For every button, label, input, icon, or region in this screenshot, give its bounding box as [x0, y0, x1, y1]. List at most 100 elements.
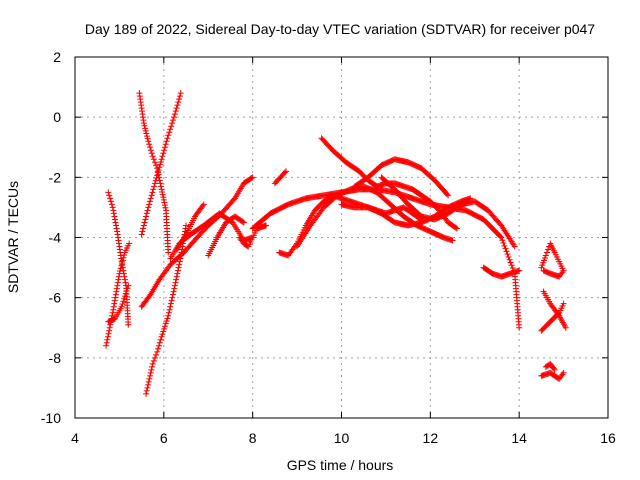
data-point: [126, 240, 133, 247]
data-point: [503, 248, 510, 255]
data-point: [168, 297, 175, 304]
data-point: [169, 291, 176, 298]
data-point: [112, 219, 119, 226]
x-tick-label: 8: [249, 430, 257, 446]
data-point: [156, 339, 163, 346]
data-point: [183, 222, 190, 229]
data-point: [169, 120, 176, 127]
data-point: [249, 174, 256, 181]
data-point: [555, 311, 562, 318]
data-point: [121, 252, 128, 259]
data-point: [161, 199, 168, 206]
data-point: [176, 93, 183, 100]
data-point: [115, 276, 122, 283]
data-point: [139, 228, 146, 235]
data-point: [550, 365, 557, 372]
data-point: [140, 222, 147, 229]
data-point: [117, 265, 124, 272]
data-point: [154, 348, 161, 355]
data-point: [160, 194, 167, 201]
y-tick-label: 0: [53, 109, 61, 125]
data-points: [103, 90, 569, 397]
data-point: [142, 125, 149, 132]
data-point: [161, 323, 168, 330]
series-track-e: [138, 90, 184, 238]
data-point: [175, 99, 182, 106]
data-point: [157, 336, 164, 343]
data-point: [163, 317, 170, 324]
series-track-i: [174, 201, 207, 253]
series-track-m: [271, 168, 289, 187]
data-point: [111, 297, 118, 304]
series-track-p: [318, 135, 460, 232]
data-point: [199, 202, 206, 209]
data-point: [170, 117, 177, 124]
data-point: [149, 189, 156, 196]
data-point: [105, 189, 112, 196]
series-track-y: [542, 360, 558, 373]
data-point: [248, 175, 255, 182]
data-point: [104, 333, 111, 340]
data-point: [541, 268, 548, 275]
data-point: [145, 204, 152, 211]
data-point: [144, 133, 151, 140]
data-point: [281, 169, 288, 176]
data-point: [146, 141, 153, 148]
data-point: [156, 164, 163, 171]
data-point: [150, 156, 157, 163]
data-point: [239, 218, 246, 225]
data-point: [148, 150, 155, 157]
data-point: [151, 354, 158, 361]
data-point: [161, 144, 168, 151]
data-point: [143, 210, 150, 217]
data-point: [453, 225, 460, 232]
data-point: [104, 336, 111, 343]
data-point: [174, 267, 181, 274]
data-point: [501, 242, 508, 249]
data-point: [161, 147, 168, 154]
data-point: [172, 108, 179, 115]
y-tick-label: -10: [41, 410, 61, 426]
series-track-u: [538, 240, 567, 280]
data-point: [113, 288, 120, 295]
data-point: [110, 303, 117, 310]
data-point: [149, 363, 156, 370]
data-point: [176, 96, 183, 103]
data-point: [114, 282, 121, 289]
data-point: [160, 150, 167, 157]
data-point: [115, 273, 122, 280]
data-point: [165, 132, 172, 139]
data-point: [122, 290, 129, 297]
data-point: [560, 300, 567, 307]
data-point: [145, 381, 152, 388]
data-point: [164, 135, 171, 142]
data-point: [140, 120, 147, 127]
data-point: [166, 129, 173, 136]
data-point: [542, 252, 549, 259]
data-point: [449, 237, 456, 244]
x-tick-label: 12: [423, 430, 439, 446]
data-point: [147, 369, 154, 376]
data-point: [158, 333, 165, 340]
data-point: [171, 111, 178, 118]
data-point: [122, 279, 129, 286]
data-point: [143, 390, 150, 397]
data-point: [109, 309, 116, 316]
data-point: [174, 270, 181, 277]
data-point: [155, 345, 162, 352]
data-point: [167, 300, 174, 307]
data-point: [562, 324, 569, 331]
y-tick-label: -8: [49, 350, 62, 366]
data-point: [167, 126, 174, 133]
data-point: [110, 207, 117, 214]
data-point: [498, 234, 505, 241]
x-tick-label: 16: [600, 430, 616, 446]
data-point: [161, 325, 168, 332]
data-point: [119, 257, 126, 264]
data-point: [142, 216, 149, 223]
data-point: [121, 276, 128, 283]
data-point: [282, 168, 289, 175]
data-point: [146, 375, 153, 382]
y-tick-label: -6: [49, 290, 62, 306]
